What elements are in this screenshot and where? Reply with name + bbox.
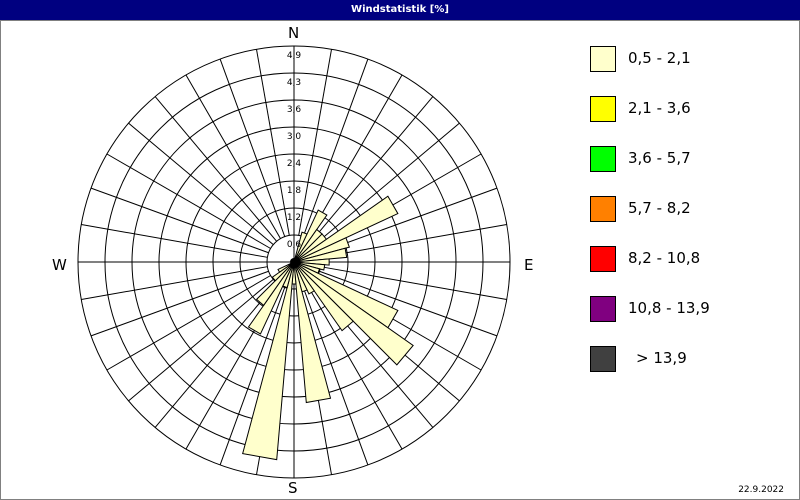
grid-spoke bbox=[106, 153, 271, 249]
grid-spoke bbox=[90, 187, 269, 254]
grid-spoke bbox=[219, 287, 286, 466]
grid-spoke bbox=[310, 96, 434, 242]
legend-label: 10,8 - 13,9 bbox=[628, 299, 710, 317]
grid-spoke bbox=[219, 58, 286, 237]
grid-spoke bbox=[320, 223, 507, 258]
wind-petal bbox=[242, 261, 295, 461]
legend-label: 3,6 - 5,7 bbox=[628, 149, 691, 167]
grid-spoke bbox=[154, 282, 278, 428]
title-bar: Windstatistik [%] bbox=[0, 0, 800, 20]
grid-spoke bbox=[298, 49, 333, 236]
legend-label: 8,2 - 10,8 bbox=[628, 249, 701, 267]
grid-spoke bbox=[314, 122, 460, 246]
legend-label: 5,7 - 8,2 bbox=[628, 199, 691, 217]
radial-tick-label: 4,9 bbox=[287, 51, 302, 61]
grid-spoke bbox=[255, 49, 290, 236]
wind-petal bbox=[277, 261, 295, 273]
grid-spoke bbox=[90, 270, 269, 337]
grid-spoke bbox=[128, 122, 274, 246]
direction-label-e: E bbox=[524, 256, 534, 274]
grid-spoke bbox=[154, 96, 278, 242]
radial-tick-label: 0,6 bbox=[287, 240, 302, 250]
grid-spoke bbox=[81, 266, 268, 301]
wind-petal bbox=[293, 261, 354, 332]
grid-spoke bbox=[319, 270, 498, 337]
legend-swatch bbox=[590, 146, 616, 172]
date-label: 22.9.2022 bbox=[738, 485, 784, 495]
legend-swatch bbox=[590, 246, 616, 272]
grid-spoke bbox=[307, 74, 403, 239]
legend-swatch bbox=[590, 96, 616, 122]
radial-tick-label: 1,8 bbox=[287, 186, 302, 196]
grid-spoke bbox=[319, 187, 498, 254]
grid-spoke bbox=[185, 74, 281, 239]
wind-petal bbox=[293, 261, 332, 404]
legend-swatch bbox=[590, 296, 616, 322]
legend-label: 2,1 - 3,6 bbox=[628, 99, 691, 117]
direction-label-n: N bbox=[288, 24, 300, 42]
legend-label: 0,5 - 2,1 bbox=[628, 49, 691, 67]
radial-tick-label: 3,6 bbox=[287, 105, 302, 115]
grid-spoke bbox=[302, 58, 369, 237]
grid-spoke bbox=[307, 285, 403, 450]
grid-spoke bbox=[320, 266, 507, 301]
radial-tick-label: 2,4 bbox=[287, 159, 302, 169]
radial-tick-label: 4,3 bbox=[287, 78, 301, 88]
radial-tick-label: 1,2 bbox=[287, 213, 301, 223]
legend-swatch bbox=[590, 196, 616, 222]
legend-swatch bbox=[590, 346, 616, 372]
grid-spoke bbox=[106, 275, 271, 371]
direction-label-w: W bbox=[52, 256, 67, 274]
center-point bbox=[290, 258, 298, 266]
legend-label: > 13,9 bbox=[636, 349, 687, 367]
grid-spoke bbox=[302, 287, 369, 466]
grid-spoke bbox=[128, 278, 274, 402]
grid-spoke bbox=[81, 223, 268, 258]
radial-tick-label: 3,0 bbox=[287, 132, 302, 142]
direction-label-s: S bbox=[288, 479, 298, 497]
legend-swatch bbox=[590, 46, 616, 72]
